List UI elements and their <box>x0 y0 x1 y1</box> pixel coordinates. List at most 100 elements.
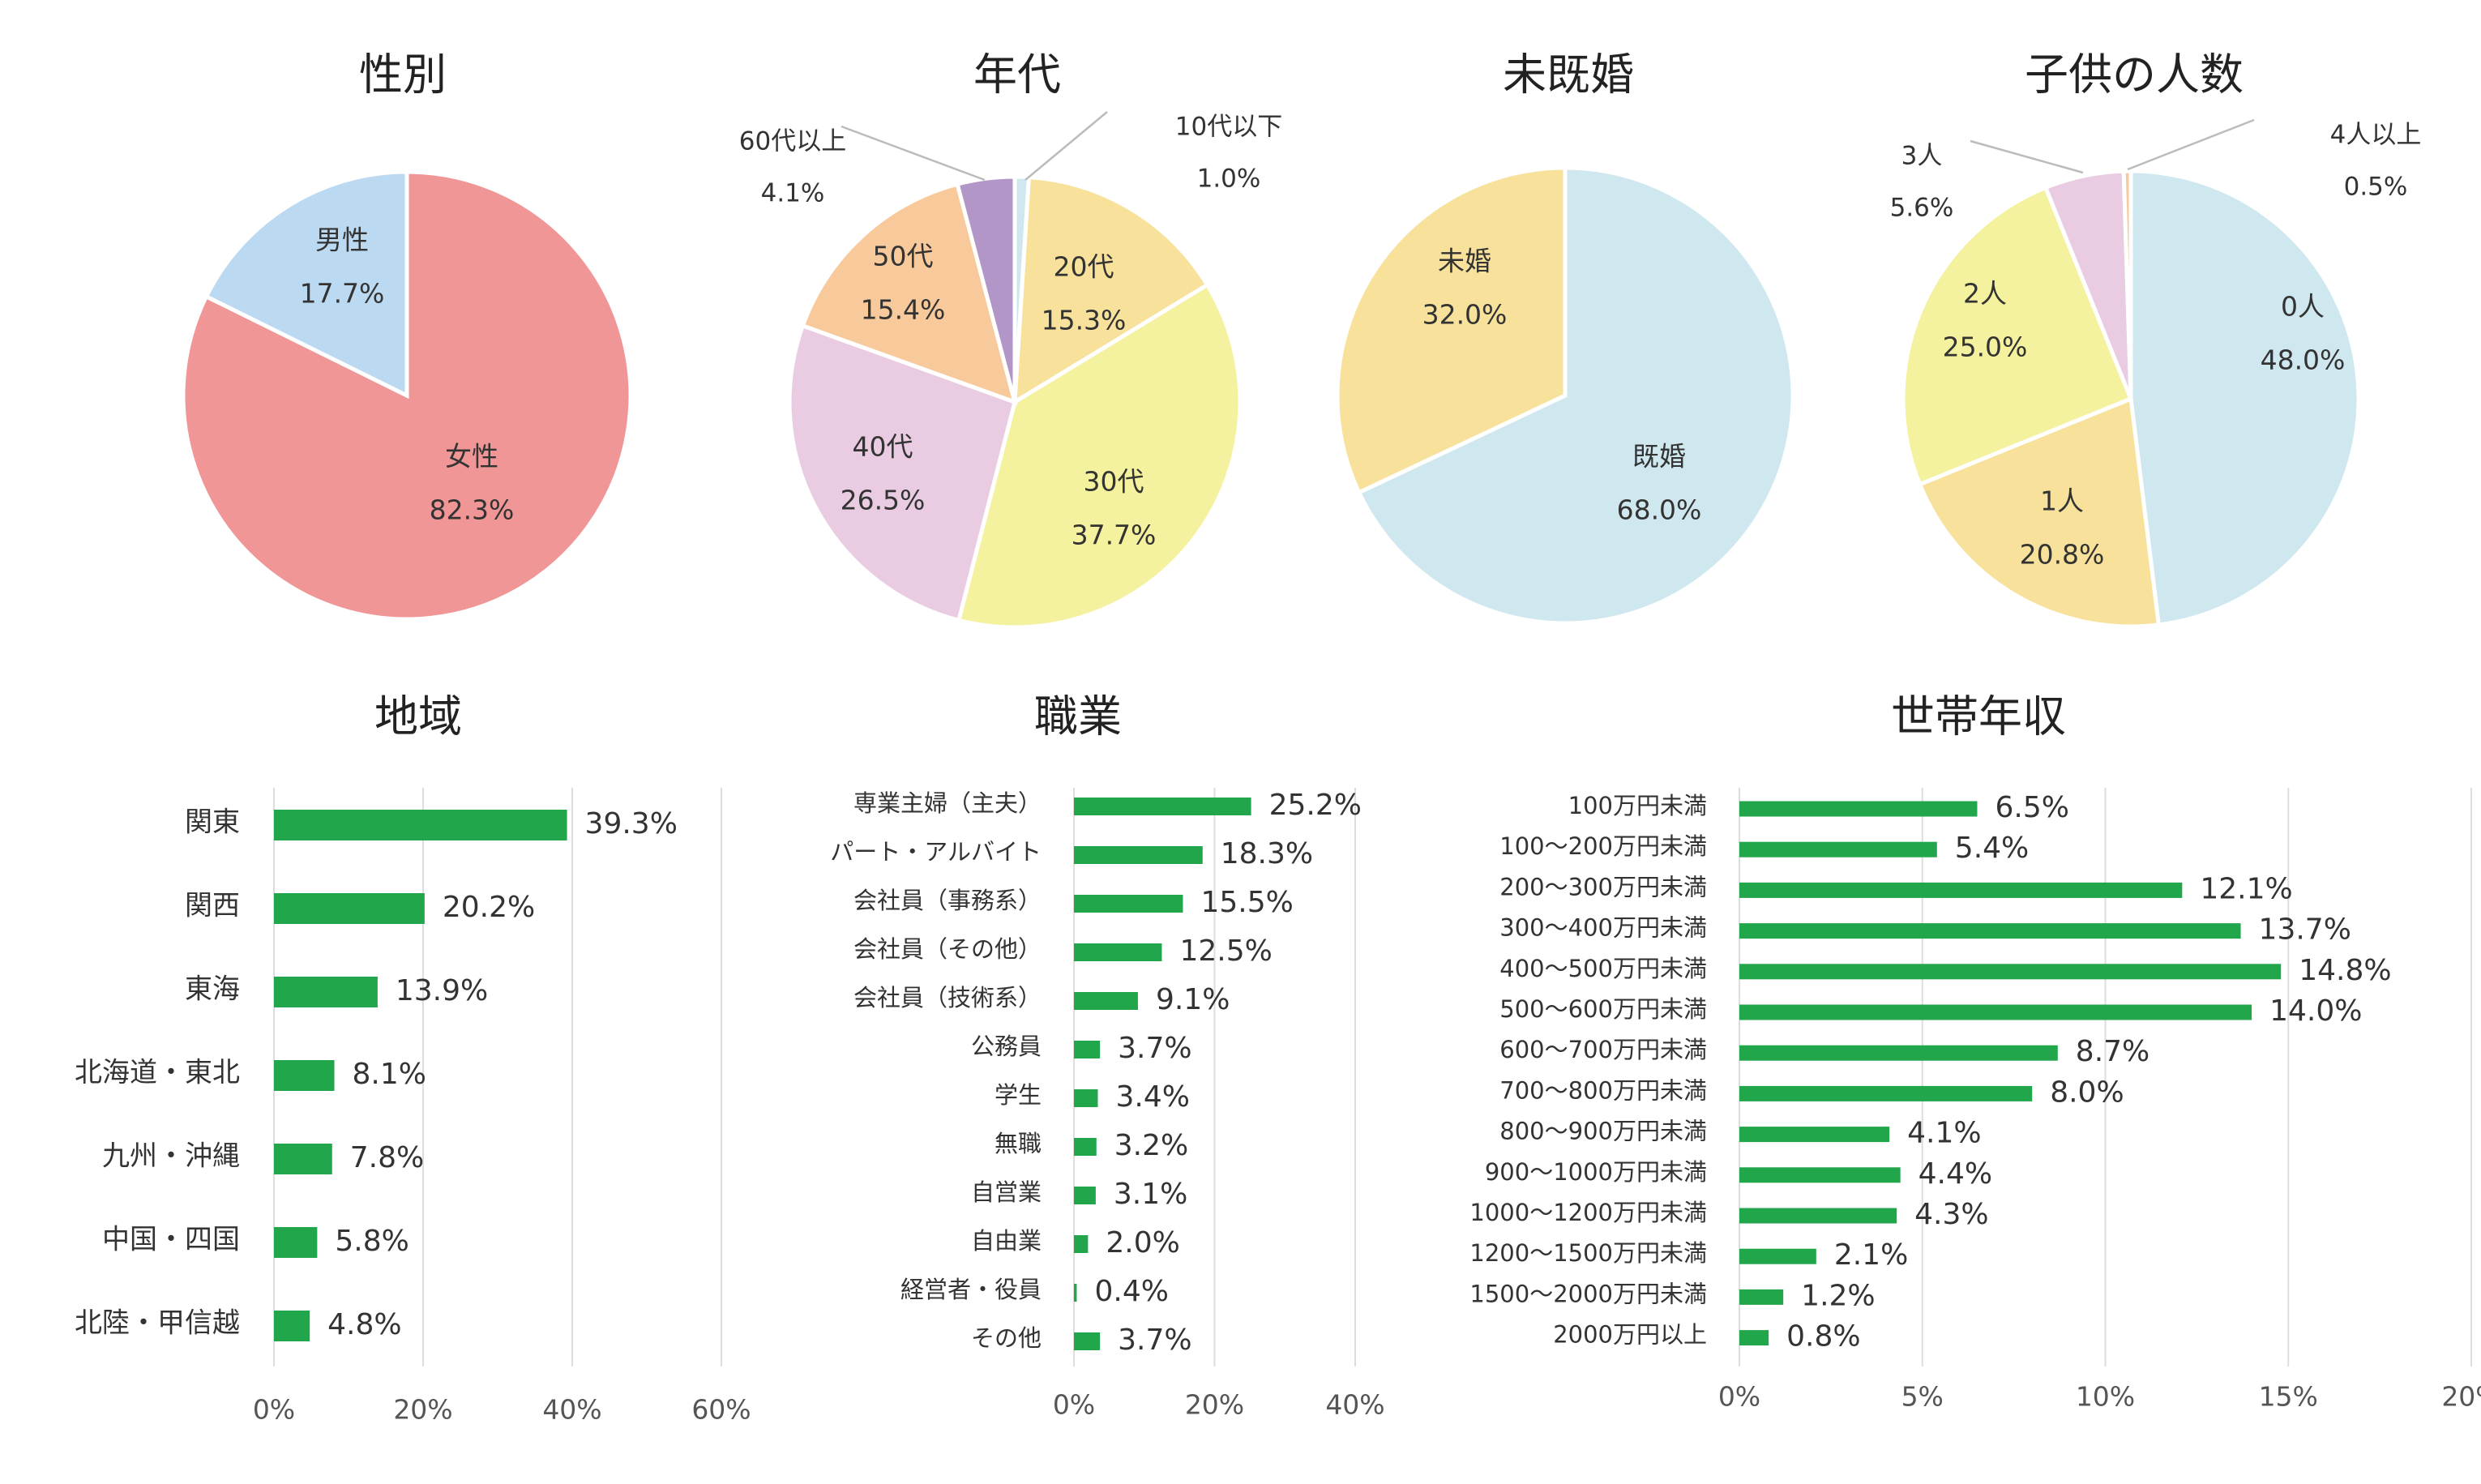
slice-label: 30代 <box>1084 466 1144 498</box>
slice-value-label: 17.7% <box>300 278 385 310</box>
data-label: 4.4% <box>1918 1157 1992 1191</box>
slice-value-label: 26.5% <box>841 485 926 516</box>
bar <box>274 1227 318 1258</box>
bar <box>1074 1089 1098 1107</box>
bar <box>1074 846 1203 864</box>
category-label: 300～400万円未満 <box>1499 914 1707 942</box>
bar <box>1739 801 1978 817</box>
pie-slice <box>2128 169 2361 627</box>
bar-chart-0: 地域 0% 20% 40% 60% 関東 39.3% 関西 20.2% 東海 13.9% 北海道・東北… <box>75 691 751 1426</box>
category-label: 関西 <box>185 890 240 922</box>
category-label: パート・アルバイト <box>830 838 1042 866</box>
bar <box>1739 1045 2058 1061</box>
data-label: 2.0% <box>1106 1226 1179 1259</box>
slice-label: 3人 <box>1901 142 1943 171</box>
data-label: 25.2% <box>1269 789 1362 822</box>
data-label: 2.1% <box>1834 1238 1908 1272</box>
x-tick-label: 5% <box>1901 1381 1944 1413</box>
bar <box>274 977 378 1007</box>
category-label: 100～200万円未満 <box>1499 832 1707 860</box>
category-label: 会社員（その他） <box>853 935 1042 963</box>
data-label: 5.4% <box>1955 832 2029 865</box>
slice-label: 未婚 <box>1438 246 1491 277</box>
bar <box>1739 1085 2033 1101</box>
leader-line <box>1024 111 1108 181</box>
x-tick-label: 0% <box>1053 1389 1095 1421</box>
pie-slice <box>787 323 1017 623</box>
category-label: 中国・四国 <box>102 1224 240 1256</box>
slice-label: 20代 <box>1054 251 1114 283</box>
x-tick-label: 0% <box>253 1394 295 1426</box>
leader-line <box>1970 139 2084 174</box>
slice-label: 50代 <box>873 241 934 272</box>
data-label: 4.3% <box>1914 1198 1988 1231</box>
bar <box>1074 1284 1077 1302</box>
leader-line <box>841 125 986 182</box>
category-label: 1500～2000万円未満 <box>1469 1280 1707 1307</box>
slice-value-label: 15.4% <box>861 294 946 326</box>
category-label: 経営者・役員 <box>900 1276 1042 1303</box>
bar <box>1074 798 1251 815</box>
chart-title: 子供の人数 <box>2025 49 2244 101</box>
slice-value-label: 5.6% <box>1890 194 1954 223</box>
slice-value-label: 25.0% <box>1943 331 2028 363</box>
slice-value-label: 1.0% <box>1197 165 1261 194</box>
data-label: 15.5% <box>1200 886 1293 919</box>
pie-slice <box>1012 174 1210 406</box>
slice-label: 1人 <box>2040 485 2084 517</box>
chart-title: 世帯年収 <box>1891 691 2066 742</box>
category-label: 専業主婦（主夫） <box>853 789 1042 817</box>
bar <box>274 810 567 840</box>
pie-slice <box>1356 165 1795 626</box>
x-tick-label: 40% <box>1325 1389 1384 1421</box>
data-label: 3.7% <box>1118 1324 1191 1357</box>
slice-value-label: 82.3% <box>430 494 515 526</box>
data-label: 7.8% <box>350 1141 424 1174</box>
bar <box>1739 1127 1890 1143</box>
category-label: 学生 <box>995 1081 1042 1109</box>
bar <box>1739 841 1937 857</box>
category-label: 関東 <box>185 806 240 839</box>
bar-chart-2: 世帯年収 0% 5% 10% 15% 20% 100万円未満 6.5% 100～200万円未満 5… <box>1469 691 2481 1413</box>
chart-title: 地域 <box>374 691 462 742</box>
bar <box>1074 895 1183 913</box>
bar <box>1739 923 2241 939</box>
category-label: 2000万円以上 <box>1553 1321 1707 1349</box>
category-label: 会社員（技術系） <box>853 984 1042 1011</box>
category-label: 北海道・東北 <box>75 1057 240 1089</box>
x-tick-label: 20% <box>2441 1381 2481 1413</box>
data-label: 0.4% <box>1094 1275 1168 1308</box>
pie-slice <box>955 174 1017 403</box>
data-label: 3.1% <box>1114 1178 1187 1211</box>
bar <box>1074 1138 1097 1156</box>
data-label: 8.1% <box>353 1058 426 1091</box>
slice-value-label: 20.8% <box>2020 539 2105 571</box>
data-label: 20.2% <box>443 891 535 924</box>
bar <box>1074 1041 1101 1058</box>
bar <box>274 893 425 924</box>
category-label: 600～700万円未満 <box>1499 1036 1707 1063</box>
category-label: 北陸・甲信越 <box>75 1307 240 1340</box>
slice-value-label: 4.1% <box>761 179 825 208</box>
slice-value-label: 32.0% <box>1422 299 1508 331</box>
bar <box>1739 1330 1769 1346</box>
pie-slice <box>203 169 409 400</box>
bar <box>1074 1332 1101 1350</box>
bar <box>1074 1187 1096 1204</box>
category-label: 1200～1500万円未満 <box>1469 1239 1707 1267</box>
data-label: 14.0% <box>2269 994 2362 1028</box>
category-label: 400～500万円未満 <box>1499 955 1707 982</box>
slice-value-label: 15.3% <box>1042 305 1127 336</box>
category-label: 東海 <box>185 973 240 1006</box>
category-label: 900～1000万円未満 <box>1485 1158 1707 1186</box>
slice-value-label: 48.0% <box>2261 344 2346 376</box>
bar <box>1739 1248 1816 1264</box>
pie-slice <box>1917 396 2162 629</box>
bar <box>1739 882 2183 898</box>
x-tick-label: 10% <box>2076 1381 2135 1413</box>
slice-label: 既婚 <box>1632 441 1686 473</box>
x-tick-label: 0% <box>1718 1381 1760 1413</box>
bar <box>274 1311 310 1341</box>
pie-slice <box>956 282 1243 630</box>
